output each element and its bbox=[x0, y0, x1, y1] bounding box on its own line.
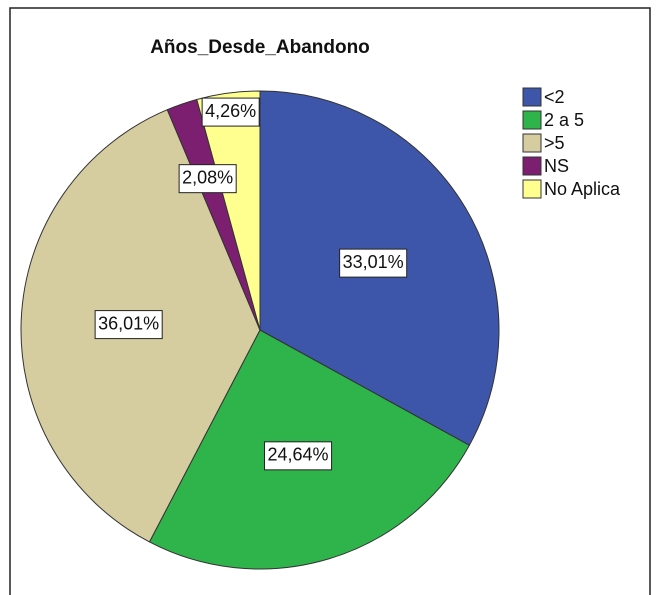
data-label: 4,26% bbox=[201, 97, 260, 127]
data-label: 2,08% bbox=[178, 164, 237, 194]
data-label-text: 33,01% bbox=[343, 252, 404, 272]
data-label-box bbox=[201, 97, 260, 127]
data-label-box bbox=[94, 310, 163, 340]
pie-slice bbox=[196, 90, 261, 331]
legend-swatch bbox=[522, 156, 542, 176]
data-label-text: 2,08% bbox=[182, 167, 233, 187]
legend-label: NS bbox=[544, 156, 569, 176]
legend-label: <2 bbox=[544, 87, 565, 107]
data-label-box bbox=[263, 441, 333, 471]
legend-label: No Aplica bbox=[544, 179, 621, 199]
legend-swatch bbox=[522, 110, 542, 130]
data-label-text: 24,64% bbox=[267, 445, 328, 465]
data-label-text: 4,26% bbox=[205, 101, 256, 121]
chart-title: Años_Desde_Abandono bbox=[150, 37, 370, 58]
data-label-box bbox=[178, 164, 237, 194]
data-label-box bbox=[339, 248, 408, 278]
data-label: 33,01% bbox=[339, 248, 408, 278]
data-label: 36,01% bbox=[94, 310, 163, 340]
data-label-text: 36,01% bbox=[98, 313, 159, 333]
data-label: 24,64% bbox=[263, 441, 333, 471]
legend-swatch bbox=[522, 179, 542, 199]
legend-label: >5 bbox=[544, 133, 565, 153]
legend-swatch bbox=[522, 87, 542, 107]
legend-swatch bbox=[522, 133, 542, 153]
legend-label: 2 a 5 bbox=[544, 110, 584, 130]
